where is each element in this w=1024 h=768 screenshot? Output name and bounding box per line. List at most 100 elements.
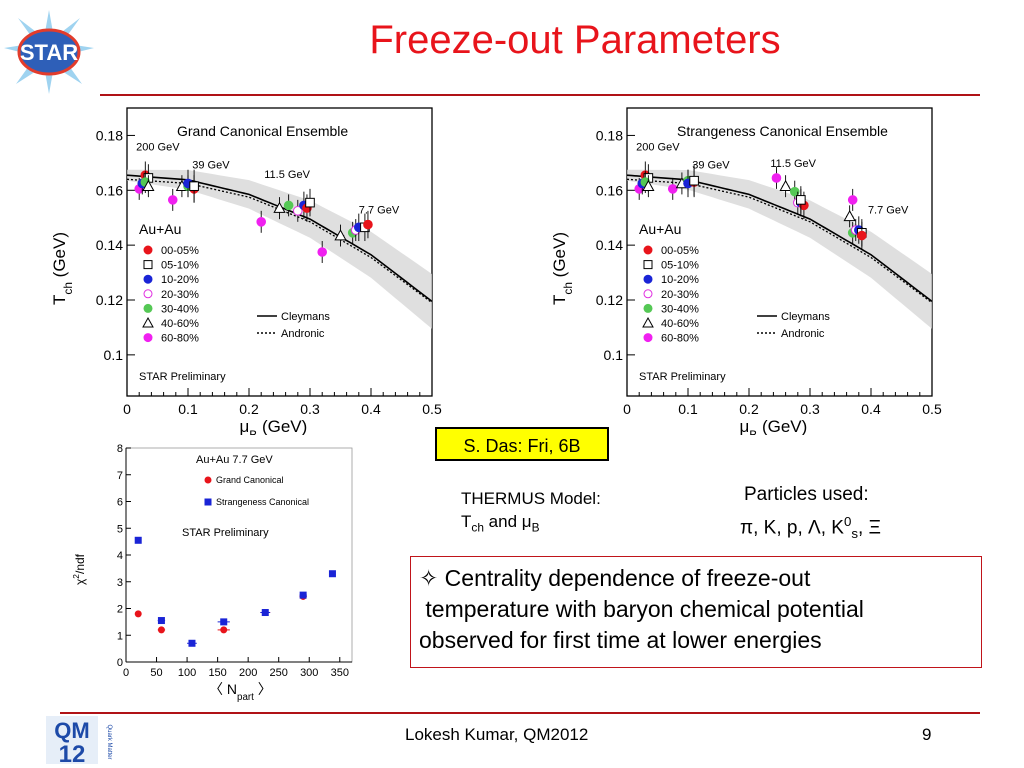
legend-label: 30-40% bbox=[661, 303, 699, 315]
legend-model-label: Andronic bbox=[281, 328, 325, 340]
data-point bbox=[134, 536, 142, 544]
particles-part2: , Ξ bbox=[858, 517, 881, 539]
summary-line2: temperature with baryon chemical potenti… bbox=[419, 596, 864, 622]
y-axis-label: χ2/ndf bbox=[71, 553, 87, 585]
data-point bbox=[363, 219, 373, 230]
x-tick-label: 250 bbox=[270, 667, 288, 679]
chi2-chart: 0 50 100 150 200 250 300 350 0 1 2 3 4 5 6 7 8 〈 Npart 〉 χ… bbox=[71, 443, 353, 703]
data-point bbox=[305, 197, 315, 208]
x-tick-label: 0.5 bbox=[922, 401, 942, 417]
qm-logo-side: Quark Matter bbox=[106, 724, 112, 759]
y-tick-label: 4 bbox=[117, 550, 123, 562]
data-point bbox=[157, 617, 165, 625]
particles-list: π, K, p, Λ, K0s, Ξ bbox=[740, 508, 881, 547]
thermus-mu: μ bbox=[521, 512, 532, 531]
y-tick-label: 3 bbox=[117, 577, 123, 589]
legend-marker bbox=[643, 274, 653, 284]
legend-marker bbox=[143, 289, 153, 299]
legend-label: 40-60% bbox=[661, 318, 699, 330]
preliminary-label: STAR Preliminary bbox=[139, 371, 226, 383]
y-tick-label: 8 bbox=[117, 443, 123, 455]
legend-label: 05-10% bbox=[161, 260, 199, 272]
y-tick-label: 0.1 bbox=[104, 347, 124, 363]
y-tick-label: 2 bbox=[117, 604, 123, 616]
y-tick-label: 0.14 bbox=[96, 237, 123, 253]
energy-label: 7.7 GeV bbox=[868, 205, 909, 217]
legend-label: Grand Canonical bbox=[216, 475, 284, 485]
particles-used-text: Particles used: π, K, p, Λ, K0s, Ξ bbox=[740, 481, 881, 547]
legend-label: 00-05% bbox=[661, 245, 699, 257]
thermus-model-text: THERMUS Model: Tch and μB bbox=[461, 487, 601, 539]
particles-heading: Particles used: bbox=[744, 484, 869, 505]
data-point bbox=[689, 175, 699, 186]
data-point bbox=[220, 626, 228, 634]
data-point bbox=[334, 229, 347, 241]
legend-marker bbox=[142, 316, 154, 328]
legend-label: 30-40% bbox=[161, 303, 199, 315]
legend-marker bbox=[643, 260, 653, 270]
y-tick-label: 0.16 bbox=[596, 182, 623, 198]
strangeness-canonical-chart: 0 0.1 0.2 0.3 0.4 0.5 0.1 0.12 0.14 0.16 0.18 μB (G… bbox=[550, 107, 942, 435]
page-number: 9 bbox=[922, 725, 932, 744]
y-tick-label: 0.18 bbox=[96, 127, 123, 143]
y-tick-label: 0.18 bbox=[596, 127, 623, 143]
energy-label: 11.5 GeV bbox=[264, 169, 310, 181]
legend-marker bbox=[143, 274, 153, 284]
legend-label: 20-30% bbox=[161, 289, 199, 301]
thermus-t: T bbox=[461, 512, 472, 531]
data-point bbox=[142, 179, 155, 191]
legend-marker bbox=[643, 245, 653, 255]
y-tick-label: 5 bbox=[117, 523, 123, 535]
thermus-mu-sub: B bbox=[531, 520, 540, 535]
data-point bbox=[857, 230, 867, 241]
data-point bbox=[789, 186, 800, 197]
legend-marker bbox=[204, 498, 212, 506]
x-tick-label: 0 bbox=[123, 667, 129, 679]
star-logo-text: STAR bbox=[20, 40, 78, 65]
bullet-icon: ✧ bbox=[419, 565, 439, 591]
x-tick-label: 0.2 bbox=[739, 401, 759, 417]
data-point bbox=[771, 173, 782, 183]
legend-label: Strangeness Canonical bbox=[216, 497, 309, 507]
qm-logo-text: QM bbox=[54, 718, 89, 743]
preliminary-label: STAR Preliminary bbox=[182, 527, 269, 539]
data-point bbox=[220, 618, 228, 626]
x-tick-label: 200 bbox=[239, 667, 257, 679]
summary-line1-text: Centrality dependence of freeze-out bbox=[438, 565, 811, 591]
x-tick-label: 0 bbox=[123, 401, 131, 417]
data-point bbox=[283, 200, 294, 211]
data-point bbox=[667, 184, 678, 194]
data-point bbox=[847, 195, 858, 205]
data-point bbox=[299, 591, 307, 599]
y-tick-label: 0.14 bbox=[596, 237, 623, 253]
x-axis-label: μB (GeV) bbox=[740, 417, 808, 435]
legend-label: 10-20% bbox=[661, 274, 699, 286]
x-tick-label: 350 bbox=[331, 667, 349, 679]
plot-frame bbox=[125, 447, 353, 663]
legend-label: 60-80% bbox=[161, 333, 199, 345]
data-point bbox=[317, 247, 328, 257]
legend-marker bbox=[643, 289, 653, 299]
thermus-t-sub: ch bbox=[471, 520, 484, 535]
particles-part1: π, K, p, Λ, K bbox=[740, 517, 844, 539]
qm-logo-year: 12 bbox=[59, 741, 86, 768]
footer-divider bbox=[60, 712, 980, 714]
y-tick-label: 0.16 bbox=[96, 182, 123, 198]
title-divider bbox=[100, 94, 980, 96]
star-logo-icon: STAR bbox=[4, 10, 94, 94]
legend-label: 40-60% bbox=[161, 318, 199, 330]
legend-marker bbox=[143, 303, 153, 313]
y-tick-label: 1 bbox=[117, 630, 123, 642]
footer-author: Lokesh Kumar, QM2012 bbox=[405, 725, 589, 744]
x-tick-label: 0.1 bbox=[178, 401, 198, 417]
y-axis-label: Tch (GeV) bbox=[550, 232, 575, 305]
data-point bbox=[188, 639, 196, 647]
y-tick-label: 0 bbox=[117, 657, 123, 669]
x-axis-label: 〈 Npart 〉 bbox=[209, 681, 272, 703]
legend-label: 10-20% bbox=[161, 274, 199, 286]
chart-title: Au+Au 7.7 GeV bbox=[196, 454, 273, 466]
energy-label: 200 GeV bbox=[136, 142, 180, 154]
legend-marker bbox=[643, 333, 653, 343]
data-point bbox=[642, 179, 655, 191]
x-tick-label: 0.4 bbox=[861, 401, 881, 417]
